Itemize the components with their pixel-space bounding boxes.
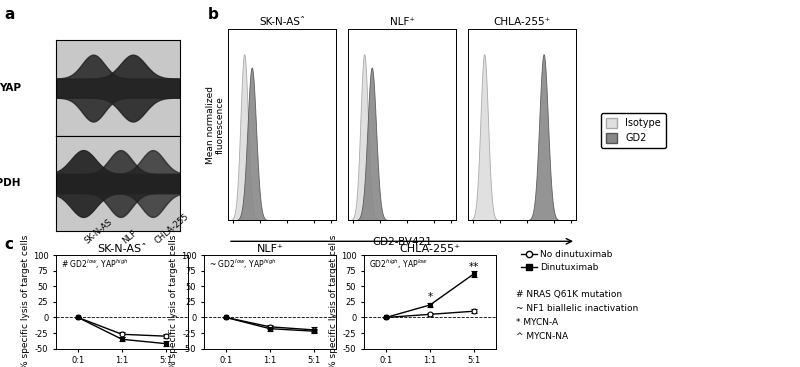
Title: CHLA-255⁺: CHLA-255⁺ (399, 244, 461, 254)
Legend: Isotype, GD2: Isotype, GD2 (601, 113, 666, 148)
Text: GD2$^{high}$, YAP$^{low}$: GD2$^{high}$, YAP$^{low}$ (370, 258, 429, 271)
Text: # NRAS Q61K mutation: # NRAS Q61K mutation (516, 291, 622, 299)
Text: c: c (4, 237, 13, 252)
Title: NLF⁺: NLF⁺ (257, 244, 283, 254)
Legend: No dinutuximab, Dinutuximab: No dinutuximab, Dinutuximab (521, 250, 613, 272)
Text: SK-N-AS: SK-N-AS (83, 217, 114, 246)
Title: NLF⁺: NLF⁺ (390, 17, 414, 27)
Text: NLF: NLF (121, 228, 138, 246)
Text: * MYCN-A: * MYCN-A (516, 318, 558, 327)
Text: b: b (208, 7, 219, 22)
Y-axis label: % specific lysis of target cells: % specific lysis of target cells (169, 235, 178, 367)
Title: SK-N-ASˆ: SK-N-ASˆ (259, 17, 305, 27)
Y-axis label: Mean normalized
fluorescence: Mean normalized fluorescence (206, 86, 226, 164)
Text: ~ NF1 biallelic inactivation: ~ NF1 biallelic inactivation (516, 304, 638, 313)
Title: SK-N-ASˆ: SK-N-ASˆ (97, 244, 147, 254)
Text: ^ MYCN-NA: ^ MYCN-NA (516, 332, 568, 341)
Text: # GD2$^{low}$, YAP$^{high}$: # GD2$^{low}$, YAP$^{high}$ (62, 258, 129, 271)
Text: **: ** (469, 262, 479, 272)
Text: GAPDH: GAPDH (0, 178, 22, 189)
Text: YAP: YAP (0, 83, 22, 93)
Title: CHLA-255⁺: CHLA-255⁺ (494, 17, 550, 27)
Text: a: a (4, 7, 14, 22)
Text: CHLA-255: CHLA-255 (153, 212, 190, 246)
Y-axis label: % specific lysis of target cells: % specific lysis of target cells (21, 235, 30, 367)
Text: *: * (427, 292, 433, 302)
Text: GD2-BV421: GD2-BV421 (372, 237, 432, 247)
Y-axis label: % specific lysis of target cells: % specific lysis of target cells (329, 235, 338, 367)
Text: ~ GD2$^{low}$, YAP$^{high}$: ~ GD2$^{low}$, YAP$^{high}$ (210, 258, 277, 271)
